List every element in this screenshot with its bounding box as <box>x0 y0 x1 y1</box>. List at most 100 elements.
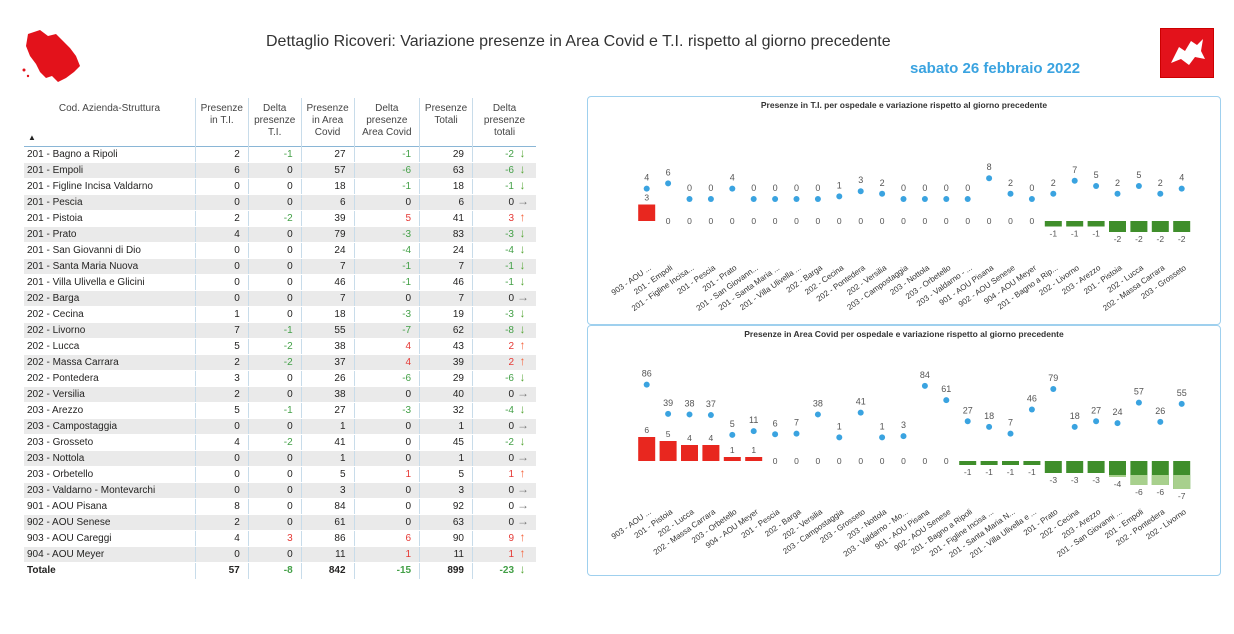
cell-struttura: 201 - Bagno a Ripoli <box>24 145 196 163</box>
table-row[interactable]: 201 - Empoli 6 0 57 -6 63 -6 ↓ <box>24 161 536 179</box>
cell-value: 0 <box>234 468 240 480</box>
cell-value: 201 - Bagno a Ripoli <box>27 148 118 160</box>
header-presenze-covid[interactable]: Presenze in Area Covid <box>301 98 355 146</box>
table-row[interactable]: 202 - Cecina 1 0 18 -3 19 -3 ↓ <box>24 306 536 323</box>
arrow-right-icon: → <box>517 385 529 400</box>
cell-struttura: 902 - AOU Senese <box>24 514 196 531</box>
table-row[interactable]: 903 - AOU Careggi 4 3 86 6 90 9 ↑ <box>24 530 536 547</box>
cell-value: 202 - Versilia <box>27 388 85 400</box>
presence-point <box>1028 406 1035 413</box>
delta-label: -3 <box>1071 475 1079 485</box>
delta-bar <box>980 461 998 465</box>
delta-bar-tail <box>1173 475 1191 489</box>
cell-value: 203 - Orbetello <box>27 468 94 480</box>
table-row[interactable]: 203 - Campostaggia 0 0 1 0 1 0 → <box>24 418 536 435</box>
presence-point <box>793 430 800 437</box>
delta-label: -2 <box>1157 234 1165 244</box>
table-row[interactable]: 202 - Versilia 2 0 38 0 40 0 → <box>24 385 536 403</box>
cell-col-6: -6 ↓ <box>472 370 536 387</box>
presence-label: 46 <box>1027 393 1037 403</box>
presence-point <box>1157 418 1164 425</box>
header-delta-covid[interactable]: Delta presenze Area Covid <box>354 98 421 146</box>
cell-value: 0 <box>287 452 293 464</box>
delta-label: 4 <box>709 433 714 443</box>
arrow-down-icon: ↓ <box>519 321 526 336</box>
table-row[interactable]: 901 - AOU Pisana 8 0 84 0 92 0 → <box>24 498 536 515</box>
cell-value: 0 <box>234 452 240 464</box>
header-delta-ti[interactable]: Delta presenze T.I. <box>248 98 302 146</box>
delta-bar <box>1130 221 1148 232</box>
table-row[interactable]: 201 - San Giovanni di Dio 0 0 24 -4 24 -4 ↓ <box>24 242 536 259</box>
cell-col-5: 43 <box>419 338 473 355</box>
cell-value: 4 <box>405 356 412 368</box>
delta-label: -6 <box>1135 487 1143 497</box>
table-row[interactable]: 203 - Orbetello 0 0 5 1 5 1 ↑ <box>24 466 536 483</box>
cell-col-6: 0 → <box>472 385 536 403</box>
cell-struttura: 201 - Pistoia <box>24 210 196 227</box>
cell-col-2: 0 <box>248 242 302 259</box>
table-row[interactable]: 202 - Barga 0 0 7 0 7 0 → <box>24 290 536 307</box>
cell-col-6: 2 ↑ <box>472 338 536 355</box>
cell-col-4: 4 <box>354 338 421 355</box>
cell-value: 0 <box>405 388 412 400</box>
table-row[interactable]: 202 - Massa Carrara 2 -2 37 4 39 2 ↑ <box>24 354 536 371</box>
delta-label: -1 <box>1028 467 1036 477</box>
table-row[interactable]: 201 - Figline Incisa Valdarno 0 0 18 -1 18 -1 ↓ <box>24 178 536 195</box>
cell-value: 0 <box>508 516 514 528</box>
cell-col-4: 6 <box>354 530 421 547</box>
delta-label: -1 <box>1007 467 1015 477</box>
header-delta-totali[interactable]: Delta presenze totali <box>483 103 526 138</box>
cell-value: 202 - Massa Carrara <box>27 356 119 368</box>
cell-value: 201 - Prato <box>27 228 77 240</box>
cell-col-6: -2 ↓ <box>472 145 536 163</box>
delta-bar <box>1066 221 1084 227</box>
cell-value: 0 <box>234 548 240 560</box>
table-row[interactable]: 201 - Bagno a Ripoli 2 -1 27 -1 29 -2 ↓ <box>24 145 536 163</box>
table-row[interactable]: 202 - Pontedera 3 0 26 -6 29 -6 ↓ <box>24 370 536 387</box>
table-row[interactable]: 201 - Villa Ulivella e Glicini 0 0 46 -1 46 -1… <box>24 274 536 291</box>
delta-label: 1 <box>751 445 756 455</box>
cell-col-6: 9 ↑ <box>472 530 536 547</box>
table-row[interactable]: 203 - Arezzo 5 -1 27 -3 32 -4 ↓ <box>24 402 536 419</box>
table-row[interactable]: 202 - Lucca 5 -2 38 4 43 2 ↑ <box>24 338 536 355</box>
tuscany-map-logo <box>22 30 80 82</box>
cell-value: 203 - Grosseto <box>27 436 94 448</box>
table-row[interactable]: 203 - Grosseto 4 -2 41 0 45 -2 ↓ <box>24 434 536 451</box>
table-row[interactable]: 201 - Pistoia 2 -2 39 5 41 3 ↑ <box>24 210 536 227</box>
delta-bar-tail <box>1151 475 1169 485</box>
cell-value: 7 <box>339 260 346 272</box>
table-row[interactable]: 202 - Livorno 7 -1 55 -7 62 -8 ↓ <box>24 321 536 339</box>
delta-label: -1 <box>1071 229 1079 239</box>
cell-col-5: 29 <box>419 370 473 387</box>
cell-col-3: 6 <box>301 194 355 211</box>
header-presenze-ti[interactable]: Presenze in T.I. <box>195 98 249 146</box>
table-row[interactable]: 201 - Prato 4 0 79 -3 83 -3 ↓ <box>24 226 536 243</box>
cell-struttura: 202 - Barga <box>24 290 196 307</box>
header-struttura[interactable]: Cod. Azienda-Struttura ▲ <box>24 98 196 146</box>
cell-col-3: 5 <box>301 466 355 483</box>
table-row[interactable]: 203 - Nottola 0 0 1 0 1 0 → <box>24 450 536 467</box>
presence-label: 5 <box>1094 170 1099 180</box>
table-row[interactable]: 201 - Pescia 0 0 6 0 6 0 → <box>24 194 536 211</box>
table-row[interactable]: 902 - AOU Senese 2 0 61 0 63 0 → <box>24 514 536 531</box>
presence-label: 3 <box>901 420 906 430</box>
presence-point <box>665 180 672 187</box>
table-row[interactable]: 201 - Santa Maria Nuova 0 0 7 -1 7 -1 ↓ <box>24 258 536 275</box>
total-col-5: 899 <box>419 561 473 579</box>
table-row[interactable]: 203 - Valdarno - Montevarchi 0 0 3 0 3 0 → <box>24 482 536 499</box>
cell-col-4: -3 <box>354 306 421 323</box>
arrow-down-icon: ↓ <box>519 161 526 176</box>
delta-bar <box>1173 221 1191 232</box>
cell-value: 4 <box>234 228 240 240</box>
cell-value: 79 <box>334 228 346 240</box>
presence-point <box>879 190 886 197</box>
cell-value: -4 <box>505 404 514 416</box>
header-presenze-totali[interactable]: Presenze Totali <box>419 98 473 146</box>
sort-asc-icon[interactable]: ▲ <box>28 132 36 142</box>
cell-value: 7 <box>339 292 346 304</box>
table-row[interactable]: 904 - AOU Meyer 0 0 11 1 11 1 ↑ <box>24 546 536 563</box>
cell-col-1: 1 <box>195 306 249 323</box>
cell-col-4: 0 <box>354 498 421 515</box>
cell-col-1: 0 <box>195 290 249 307</box>
cell-col-3: 86 <box>301 530 355 547</box>
